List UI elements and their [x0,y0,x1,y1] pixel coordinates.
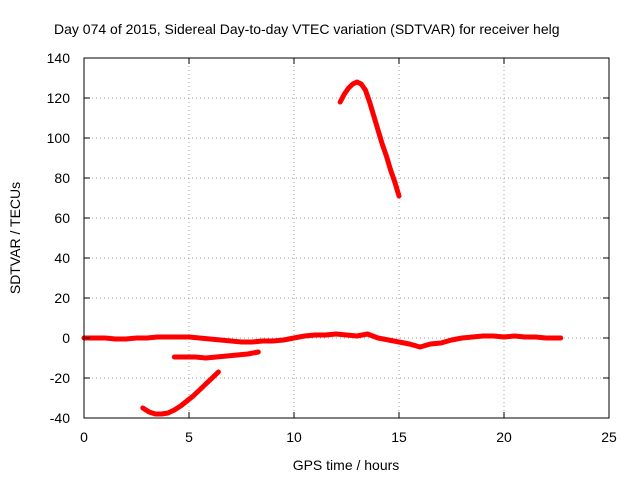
y-axis-label: SDTVAR / TECUs [7,182,23,294]
plot-frame [83,57,610,419]
series-line-arc-near-zero [81,331,564,350]
x-tick-label: 0 [80,429,88,445]
tick-layer: 0 5 10 15 20 25 -40 -20 0 20 40 60 80 100 120 140 [47,50,617,445]
x-tick-label: 10 [286,429,302,445]
series-line-arc-minus-ten [171,349,261,361]
y-tick-label: 100 [47,130,71,146]
x-tick-label: 25 [601,429,617,445]
y-tick-label: 20 [54,290,70,306]
x-tick-label: 20 [496,429,512,445]
x-tick-label: 5 [185,429,193,445]
y-tick-label: 80 [54,170,70,186]
series-line-arc-high [337,79,402,199]
y-tick-label: -40 [50,410,70,426]
y-tick-label: -20 [50,370,70,386]
chart-title: Day 074 of 2015, Sidereal Day-to-day VTE… [54,21,560,37]
y-tick-label: 0 [62,330,70,346]
y-tick-label: 140 [47,50,71,66]
y-tick-label: 120 [47,90,71,106]
y-tick-label: 60 [54,210,70,226]
x-axis-label: GPS time / hours [293,457,400,473]
series-line-arc-minus-forty [140,369,221,417]
x-tick-label: 15 [391,429,407,445]
series-layer [81,79,564,417]
y-tick-label: 40 [54,250,70,266]
